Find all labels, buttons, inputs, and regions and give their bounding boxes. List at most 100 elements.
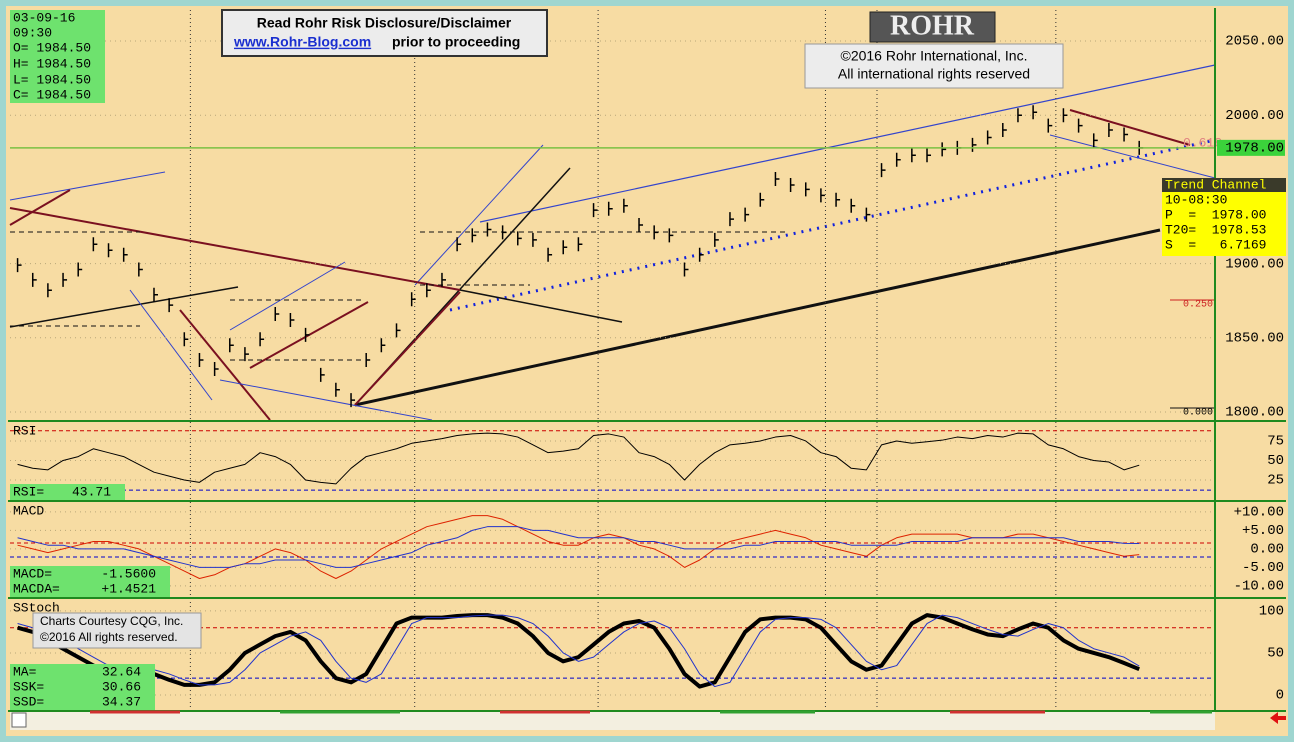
price-bar bbox=[77, 262, 83, 277]
price-bar bbox=[456, 237, 462, 252]
panel-title: SStoch bbox=[13, 600, 60, 615]
readout-value: 30.66 bbox=[102, 679, 141, 694]
fib-label: 0.000 bbox=[1183, 408, 1213, 419]
price-bar bbox=[259, 332, 265, 347]
price-bar bbox=[31, 272, 37, 287]
price-bar bbox=[107, 243, 113, 258]
y-tick-label: 2000.00 bbox=[1225, 108, 1284, 124]
y-tick-label: 50 bbox=[1267, 646, 1284, 662]
y-tick-label: 0 bbox=[1276, 688, 1284, 704]
trendline bbox=[354, 291, 461, 406]
trendline bbox=[479, 64, 1216, 223]
price-bar bbox=[1032, 105, 1038, 120]
readout-label: RSI= bbox=[13, 484, 44, 499]
trendline bbox=[229, 261, 346, 331]
price-bar bbox=[880, 163, 886, 178]
trend-channel-box: Trend Channel 10-08:30 P = 1978.00 T20= … bbox=[1162, 177, 1286, 256]
price-bar bbox=[501, 225, 507, 240]
price-bar bbox=[547, 247, 553, 262]
info-box: 03-09-16 09:30 O= 1984.50 H= 1984.50 L= … bbox=[10, 10, 105, 103]
y-tick-label: 0.00 bbox=[1250, 542, 1284, 558]
price-bar bbox=[865, 207, 871, 222]
last-price-box bbox=[1217, 139, 1285, 156]
disclaimer-text: Read Rohr Risk Disclosure/Disclaimer bbox=[257, 15, 512, 31]
price-bar bbox=[1017, 108, 1022, 123]
price-bar bbox=[1077, 118, 1083, 133]
price-bar bbox=[774, 172, 780, 187]
trend-channel-line: S = 6.7169 bbox=[1165, 237, 1266, 252]
price-bar bbox=[304, 327, 310, 342]
price-bar bbox=[274, 307, 280, 322]
y-tick-label: 50 bbox=[1267, 453, 1284, 469]
price-bar bbox=[562, 240, 568, 255]
y-tick-label: -10.00 bbox=[1234, 579, 1284, 595]
panel-borders bbox=[8, 8, 1286, 712]
disclaimer: Read Rohr Risk Disclosure/Disclaimer www… bbox=[221, 9, 548, 57]
price-bar bbox=[168, 298, 174, 313]
price-bar bbox=[607, 201, 613, 216]
price-bar bbox=[592, 203, 598, 218]
disclaimer-box bbox=[221, 9, 548, 57]
series-line bbox=[17, 614, 1140, 688]
price-bar bbox=[1108, 123, 1113, 138]
trendline bbox=[1069, 109, 1191, 146]
scroll-strip[interactable] bbox=[10, 712, 1215, 730]
price-bar bbox=[395, 323, 401, 338]
series-line bbox=[17, 515, 1140, 579]
readout-value: 43.71 bbox=[72, 484, 111, 499]
price-bar bbox=[1047, 118, 1053, 133]
logo-text: ROHR bbox=[890, 10, 975, 41]
trendline bbox=[219, 379, 433, 421]
trendline bbox=[9, 171, 166, 201]
price-bar bbox=[122, 247, 128, 262]
y-tick-label: 1850.00 bbox=[1225, 330, 1284, 346]
trendline bbox=[129, 289, 213, 401]
price-bar bbox=[986, 130, 992, 145]
price-bar bbox=[820, 188, 825, 203]
price-bar bbox=[350, 393, 356, 408]
price-bar bbox=[683, 262, 689, 277]
readout-box bbox=[10, 566, 170, 597]
disclaimer-link[interactable]: www.Rohr-Blog.com bbox=[233, 34, 371, 50]
price-bar bbox=[198, 353, 204, 368]
credit-box bbox=[32, 612, 202, 649]
price-bar bbox=[183, 332, 189, 347]
trendline bbox=[459, 289, 623, 323]
price-bar bbox=[471, 228, 477, 243]
info-box-bg bbox=[10, 10, 105, 103]
y-tick-label: 25 bbox=[1267, 473, 1284, 489]
price-bar bbox=[729, 212, 734, 227]
scroll-button[interactable] bbox=[11, 712, 27, 728]
price-bar bbox=[319, 367, 325, 382]
scroll-arrow[interactable] bbox=[1270, 712, 1286, 724]
price-bar bbox=[229, 338, 234, 353]
copyright-text: ©2016 Rohr International, Inc. bbox=[841, 48, 1028, 64]
logo-box bbox=[869, 11, 996, 43]
trend-channel-line: T20= 1978.53 bbox=[1165, 222, 1266, 237]
price-bar bbox=[92, 237, 98, 252]
credit: Charts Courtesy CQG, Inc. ©2016 All righ… bbox=[32, 612, 202, 649]
readout-label: SSD= bbox=[13, 694, 44, 709]
price-bar bbox=[244, 347, 249, 362]
price-bar bbox=[835, 192, 841, 207]
readout-value: -1.5600 bbox=[101, 566, 156, 581]
price-bar bbox=[638, 218, 644, 233]
trendline bbox=[354, 228, 1161, 407]
price-bar bbox=[941, 142, 947, 157]
info-line: O= 1984.50 bbox=[13, 40, 91, 55]
price-bar bbox=[668, 228, 674, 243]
readout-label: SSK= bbox=[13, 679, 44, 694]
info-line: 03-09-16 bbox=[13, 10, 75, 25]
panel-title: MACD bbox=[13, 503, 44, 518]
price-bar bbox=[698, 247, 704, 262]
fib-label: 0.250 bbox=[1183, 300, 1213, 311]
price-bar bbox=[16, 258, 22, 273]
price-bar bbox=[335, 382, 340, 397]
panels: 08162229Mar7-08:301800.001850.001900.002… bbox=[10, 10, 1285, 730]
price-bar bbox=[759, 192, 765, 207]
readout-label: MA= bbox=[13, 664, 37, 679]
logo: ROHR bbox=[869, 10, 996, 43]
price-bar bbox=[1123, 127, 1129, 142]
trendlines bbox=[9, 64, 1216, 421]
fib-label: 0.618 bbox=[1183, 135, 1222, 150]
